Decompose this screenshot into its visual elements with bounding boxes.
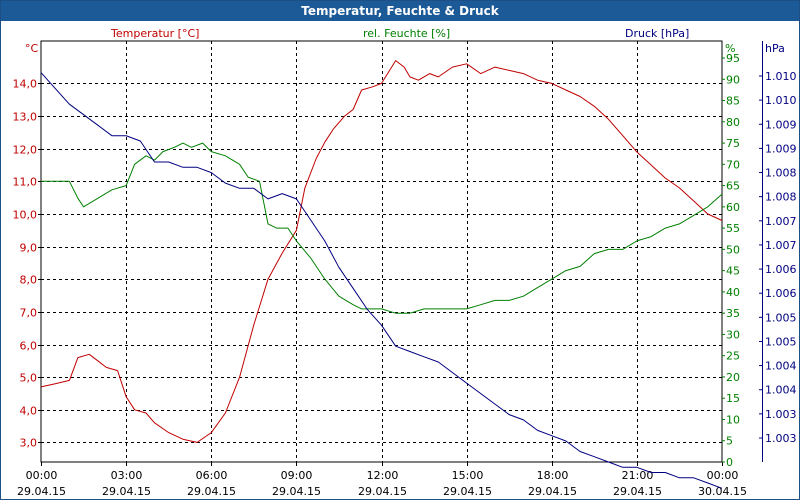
temperature-unit: °C [25, 42, 39, 55]
humidity-tick-label: 20 [726, 371, 740, 384]
pressure-axis-label: Druck [hPa] [625, 27, 689, 40]
temperature-tick-label: 8,0 [20, 274, 38, 287]
x-tick-date: 29.04.15 [528, 485, 577, 498]
humidity-tick-label: 60 [726, 201, 740, 214]
pressure-tick-label: 1.007 [765, 239, 797, 252]
pressure-unit: hPa [765, 42, 785, 55]
x-tick-date: 30.04.15 [698, 485, 747, 498]
temperature-tick-label: 11,0 [13, 176, 38, 189]
x-tick-time: 06:00 [196, 469, 228, 482]
x-tick-date: 29.04.15 [272, 485, 321, 498]
x-tick-time: 12:00 [367, 469, 399, 482]
x-tick-date: 29.04.15 [17, 485, 66, 498]
temperature-axis-label: Temperatur [°C] [110, 27, 199, 40]
humidity-tick-label: 30 [726, 328, 740, 341]
humidity-tick-label: 45 [726, 265, 740, 278]
plot-area [40, 40, 723, 463]
temperature-tick-label: 12,0 [13, 144, 38, 157]
temperature-tick-label: 9,0 [20, 242, 38, 255]
humidity-series-line [41, 142, 723, 314]
temperature-tick-label: 3,0 [20, 437, 38, 450]
temperature-tick-label: 6,0 [20, 340, 38, 353]
x-tick-time: 00:00 [26, 469, 58, 482]
temperature-tick-label: 14,0 [13, 78, 38, 91]
humidity-tick-label: 10 [726, 413, 740, 426]
x-tick-date: 29.04.15 [187, 485, 236, 498]
pressure-tick-label: 1.006 [765, 263, 797, 276]
pressure-tick-label: 1.007 [765, 215, 797, 228]
pressure-tick-label: 1.008 [765, 167, 797, 180]
pressure-tick-label: 1.006 [765, 287, 797, 300]
pressure-tick-label: 1.009 [765, 118, 797, 131]
temperature-tick-label: 13,0 [13, 111, 38, 124]
x-tick-time: 18:00 [537, 469, 569, 482]
humidity-axis-label: rel. Feuchte [%] [363, 27, 450, 40]
pressure-tick-label: 1.003 [765, 408, 797, 421]
x-tick-date: 29.04.15 [358, 485, 407, 498]
humidity-tick-label: 0 [726, 456, 733, 469]
x-tick-time: 03:00 [111, 469, 143, 482]
humidity-tick-label: 15 [726, 392, 740, 405]
x-tick-time: 00:00 [707, 469, 739, 482]
humidity-tick-label: 25 [726, 350, 740, 363]
pressure-tick-label: 1.003 [765, 432, 797, 445]
pressure-tick-label: 1.005 [765, 311, 797, 324]
humidity-tick-label: 35 [726, 307, 740, 320]
temperature-series-line [40, 60, 723, 443]
humidity-tick-label: 95 [726, 52, 740, 65]
temperature-tick-label: 5,0 [20, 372, 38, 385]
humidity-tick-label: 80 [726, 116, 740, 129]
pressure-series-line [40, 72, 723, 489]
pressure-tick-label: 1.009 [765, 142, 797, 155]
temperature-tick-label: 7,0 [20, 307, 38, 320]
humidity-tick-label: 65 [726, 180, 740, 193]
pressure-tick-label: 1.008 [765, 191, 797, 204]
x-tick-time: 21:00 [622, 469, 654, 482]
humidity-tick-label: 75 [726, 137, 740, 150]
pressure-tick-label: 1.004 [765, 360, 797, 373]
temperature-tick-label: 4,0 [20, 405, 38, 418]
x-tick-date: 29.04.15 [102, 485, 151, 498]
pressure-tick-label: 1.010 [765, 94, 797, 107]
humidity-tick-label: 85 [726, 95, 740, 108]
x-tick-time: 15:00 [452, 469, 484, 482]
humidity-tick-label: 40 [726, 286, 740, 299]
temperature-tick-label: 10,0 [13, 209, 38, 222]
pressure-tick-label: 1.004 [765, 384, 797, 397]
x-tick-date: 29.04.15 [613, 485, 662, 498]
humidity-unit: % [725, 42, 735, 55]
chart-title: Temperatur, Feuchte & Druck [1, 1, 799, 21]
x-tick-time: 09:00 [281, 469, 313, 482]
x-tick-date: 29.04.15 [443, 485, 492, 498]
humidity-tick-label: 70 [726, 158, 740, 171]
humidity-tick-label: 5 [726, 435, 733, 448]
pressure-tick-label: 1.005 [765, 335, 797, 348]
humidity-tick-label: 50 [726, 243, 740, 256]
pressure-tick-label: 1.010 [765, 70, 797, 83]
humidity-tick-label: 90 [726, 73, 740, 86]
humidity-tick-label: 55 [726, 222, 740, 235]
